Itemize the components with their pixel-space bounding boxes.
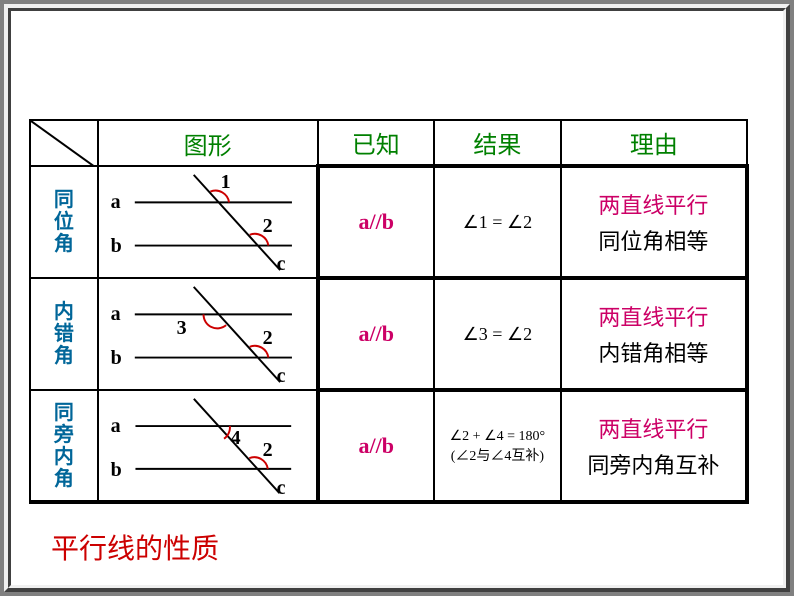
result-2: ∠3 = ∠2 <box>434 278 561 390</box>
known-3: a//b <box>318 390 434 502</box>
properties-table: 图形 已知 结果 理由 同 位 角 a b c 1 2 a//b ∠1 = ∠2… <box>29 119 749 504</box>
reason-2-line1: 两直线平行 <box>562 300 745 332</box>
label-angle2: 2 <box>263 439 273 462</box>
label-b: b <box>111 459 122 482</box>
result-1: ∠1 = ∠2 <box>434 166 561 278</box>
label-b: b <box>111 235 122 258</box>
header-reason: 理由 <box>561 120 747 166</box>
corner-cell <box>30 120 98 166</box>
reason-3-line1: 两直线平行 <box>562 412 745 444</box>
known-1: a//b <box>318 166 434 278</box>
header-row: 图形 已知 结果 理由 <box>30 120 747 166</box>
window-frame-inner: 图形 已知 结果 理由 同 位 角 a b c 1 2 a//b ∠1 = ∠2… <box>8 8 786 588</box>
result-3: ∠2 + ∠4 = 180° (∠2与∠4互补) <box>434 390 561 502</box>
header-figure: 图形 <box>98 120 318 166</box>
reason-1-line1: 两直线平行 <box>562 188 745 220</box>
label-b: b <box>111 347 122 370</box>
row-label-2: 内 错 角 <box>30 278 98 390</box>
known-2: a//b <box>318 278 434 390</box>
figure-cell-2: a b c 3 2 <box>98 278 318 390</box>
header-known: 已知 <box>318 120 434 166</box>
label-c: c <box>277 365 286 388</box>
label-c: c <box>277 477 286 500</box>
reason-2: 两直线平行 内错角相等 <box>561 278 747 390</box>
table-row: 同 位 角 a b c 1 2 a//b ∠1 = ∠2 两直线平行 同位角相等 <box>30 166 747 278</box>
reason-1: 两直线平行 同位角相等 <box>561 166 747 278</box>
table-row: 内 错 角 a b c 3 2 a//b ∠3 = ∠2 两直线平行 内错角相等 <box>30 278 747 390</box>
label-angle3: 3 <box>177 317 187 340</box>
result-3-sub: (∠2与∠4互补) <box>435 445 560 465</box>
label-angle2: 2 <box>263 215 273 238</box>
label-a: a <box>111 415 121 438</box>
result-3-main: ∠2 + ∠4 = 180° <box>435 428 560 445</box>
row-label-3: 同 旁 内 角 <box>30 390 98 502</box>
figure-cell-1: a b c 1 2 <box>98 166 318 278</box>
label-a: a <box>111 303 121 326</box>
header-result: 结果 <box>434 120 561 166</box>
reason-3-line2: 同旁内角互补 <box>562 448 745 480</box>
figure-cell-3: a b c 4 2 <box>98 390 318 502</box>
label-angle4: 4 <box>231 427 241 450</box>
label-angle1: 1 <box>221 171 231 194</box>
label-angle2: 2 <box>263 327 273 350</box>
reason-3: 两直线平行 同旁内角互补 <box>561 390 747 502</box>
table-row: 同 旁 内 角 a b c 4 2 a//b ∠2 + ∠4 = 180° (∠… <box>30 390 747 502</box>
caption: 平行线的性质 <box>51 527 219 567</box>
row-label-1: 同 位 角 <box>30 166 98 278</box>
window-frame-outer: 图形 已知 结果 理由 同 位 角 a b c 1 2 a//b ∠1 = ∠2… <box>4 4 790 592</box>
reason-2-line2: 内错角相等 <box>562 336 745 368</box>
label-a: a <box>111 191 121 214</box>
reason-1-line2: 同位角相等 <box>562 224 745 256</box>
label-c: c <box>277 253 286 276</box>
